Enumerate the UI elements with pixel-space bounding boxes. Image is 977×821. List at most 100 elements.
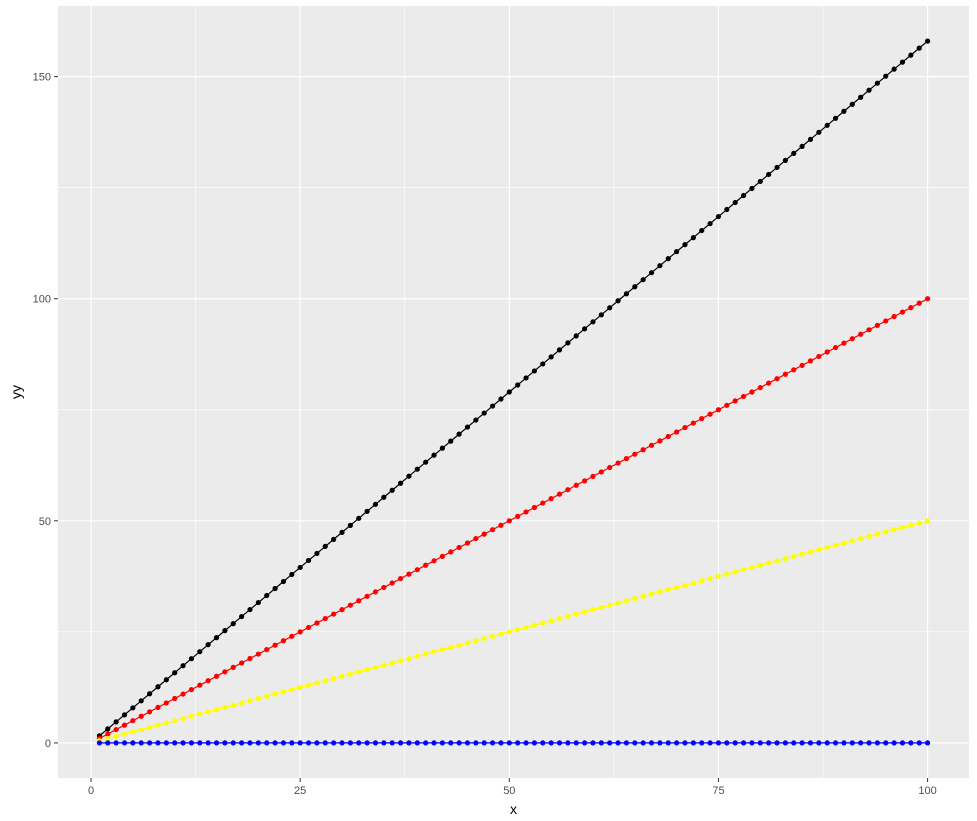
data-point (322, 740, 328, 746)
data-point (339, 740, 345, 746)
data-point (540, 500, 546, 506)
data-point (239, 660, 245, 666)
data-point (807, 740, 814, 746)
data-point (264, 592, 270, 599)
data-point (364, 667, 370, 673)
data-point (640, 447, 646, 453)
data-point (347, 602, 353, 608)
data-point (632, 284, 638, 290)
data-point (623, 598, 630, 604)
data-point (339, 673, 345, 679)
data-point (682, 242, 688, 248)
data-point (431, 558, 437, 564)
data-point (130, 729, 136, 735)
data-point (648, 740, 655, 746)
data-point (272, 691, 278, 697)
data-point (239, 613, 245, 620)
data-point (858, 94, 864, 100)
data-point (138, 726, 144, 733)
data-point (791, 740, 797, 746)
minor-gridlines (58, 6, 969, 778)
data-point (799, 362, 805, 368)
plot-panel (58, 6, 969, 778)
data-point (640, 277, 646, 283)
data-point (213, 740, 220, 746)
data-point (590, 319, 596, 325)
data-point (849, 740, 855, 746)
data-point (272, 585, 278, 592)
data-point (573, 333, 579, 339)
data-point (121, 712, 128, 718)
data-point (498, 631, 504, 637)
data-point (690, 740, 696, 746)
data-point (682, 424, 688, 431)
data-point (531, 368, 538, 374)
data-point (590, 473, 596, 479)
data-point (908, 740, 914, 746)
data-point (732, 740, 738, 746)
data-point (740, 567, 747, 573)
data-point (389, 580, 395, 586)
data-point (121, 740, 128, 746)
data-point (665, 256, 671, 262)
data-point (573, 482, 579, 488)
data-point (205, 740, 211, 746)
data-point (389, 740, 395, 746)
data-point (657, 589, 663, 595)
data-point (774, 164, 780, 171)
data-point (858, 331, 864, 337)
data-point (782, 371, 788, 377)
data-point (423, 740, 429, 746)
data-point (908, 52, 914, 58)
series-line (99, 298, 928, 739)
data-point (707, 411, 713, 417)
data-point (213, 635, 220, 641)
data-point (715, 213, 722, 220)
data-point (464, 640, 471, 646)
data-point (849, 101, 855, 107)
data-point (414, 653, 420, 659)
data-point (724, 206, 730, 213)
data-point (372, 664, 379, 671)
data-point (548, 354, 554, 360)
data-point (147, 691, 153, 697)
data-point (297, 740, 303, 746)
data-point (163, 677, 169, 683)
data-point (364, 508, 370, 514)
data-point (305, 740, 312, 746)
data-point (556, 740, 563, 746)
data-point (841, 740, 847, 746)
data-point (431, 649, 437, 655)
data-point (489, 740, 496, 746)
data-point (632, 451, 638, 457)
data-point (816, 129, 822, 135)
data-point (883, 529, 889, 535)
data-point (397, 740, 404, 746)
data-point (489, 633, 496, 639)
data-point (431, 452, 437, 458)
data-point (607, 740, 613, 746)
data-point (824, 349, 830, 355)
data-point (222, 669, 228, 675)
data-point (573, 740, 579, 746)
data-point (707, 740, 713, 746)
data-point (255, 740, 261, 746)
data-point (289, 571, 295, 578)
data-point (172, 740, 178, 746)
data-point (356, 515, 362, 521)
data-point (406, 571, 412, 577)
data-point (197, 682, 203, 688)
x-tick-label: 50 (503, 785, 515, 797)
data-point (423, 562, 429, 568)
data-point (397, 658, 404, 664)
data-point (197, 649, 203, 655)
data-point (138, 698, 144, 704)
data-point (774, 376, 780, 382)
data-point (163, 700, 169, 706)
series-2 (96, 296, 931, 742)
data-point (632, 595, 638, 602)
data-point (489, 527, 496, 533)
x-tick-label: 0 (88, 785, 94, 797)
data-point (732, 569, 738, 575)
data-point (565, 340, 571, 346)
